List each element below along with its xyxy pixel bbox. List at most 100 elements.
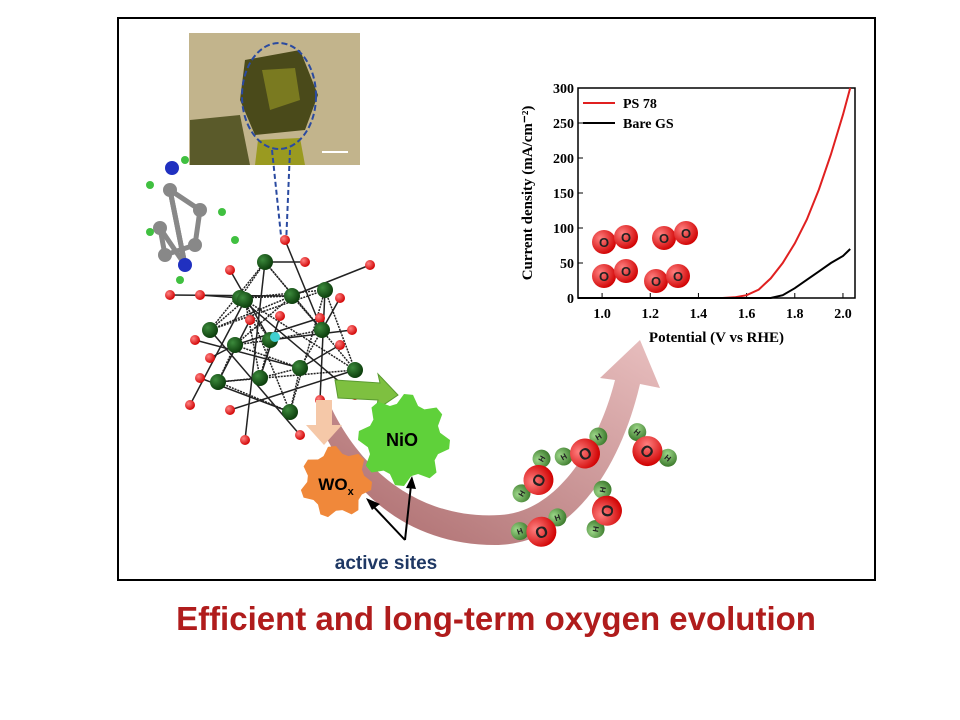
atom — [193, 203, 207, 217]
atom — [347, 362, 363, 378]
atom — [240, 435, 250, 445]
oxygen-label: O — [533, 523, 551, 543]
hydrogen-atom — [554, 447, 573, 466]
oxygen-atom — [526, 516, 557, 547]
oxygen-atom — [614, 259, 638, 283]
title: Efficient and long-term oxygen evolution — [176, 600, 816, 637]
atom — [210, 374, 226, 390]
oxygen-atom — [592, 230, 616, 254]
x-tick-label: 1.4 — [690, 307, 708, 322]
oxygen-label: O — [673, 269, 683, 284]
oxygen-label: O — [621, 230, 631, 245]
wox-base: WO — [318, 475, 347, 494]
hydrogen-label: H — [598, 486, 608, 493]
hydrogen-label: H — [559, 452, 569, 463]
bond — [239, 297, 271, 341]
bond — [319, 289, 326, 401]
atom — [231, 236, 239, 244]
atom — [178, 258, 192, 272]
wox-sub: x — [348, 486, 355, 498]
hydrogen-label: H — [591, 525, 601, 532]
small-arrow — [306, 400, 342, 445]
y-tick-label: 200 — [553, 152, 574, 167]
atom — [205, 353, 215, 363]
oxygen-atom — [644, 269, 668, 293]
oxygen-atom — [592, 264, 616, 288]
x-tick-label: 1.8 — [786, 307, 804, 322]
atom — [218, 208, 226, 216]
pointer-head — [366, 498, 380, 510]
y-tick-label: 100 — [553, 222, 574, 237]
bond — [194, 339, 301, 369]
oxygen-label: O — [681, 226, 691, 241]
annotation: active sites — [335, 553, 437, 574]
bond — [189, 299, 246, 406]
oxygen-atom — [652, 226, 676, 250]
oxygen-label: O — [599, 269, 609, 284]
wox-label: WOx — [318, 475, 354, 498]
y-tick-label: 250 — [553, 117, 574, 132]
atom — [146, 181, 154, 189]
atom — [270, 332, 280, 342]
y-tick-label: 150 — [553, 187, 574, 202]
bond — [157, 226, 188, 267]
hydrogen-label: H — [516, 526, 525, 537]
bond — [244, 299, 356, 371]
crystal-photo — [189, 33, 360, 165]
hydrogen-atom — [512, 484, 531, 503]
atom — [282, 404, 298, 420]
pointer — [404, 484, 412, 541]
evolution-arrow — [318, 340, 660, 545]
y-tick-label: 50 — [560, 257, 574, 272]
y-axis-label: Current density (mA/cm⁻²) — [520, 106, 536, 281]
x-tick-label: 2.0 — [834, 307, 852, 322]
bond — [169, 294, 293, 297]
x-tick-label: 1.2 — [642, 307, 660, 322]
atom — [365, 260, 375, 270]
frame — [117, 17, 876, 581]
pointer — [371, 504, 406, 541]
bond — [217, 369, 356, 383]
hydrogen-atom — [593, 480, 612, 499]
x-tick-label: 1.0 — [593, 307, 611, 322]
atom — [284, 288, 300, 304]
bond — [209, 289, 326, 331]
atom — [188, 238, 202, 252]
atom — [300, 257, 310, 267]
atom — [181, 156, 189, 164]
atom — [245, 315, 255, 325]
hydrogen-atom — [628, 423, 647, 442]
bond — [264, 261, 356, 371]
atom — [185, 400, 195, 410]
hydrogen-label: H — [632, 427, 642, 438]
oxygen-atom — [523, 465, 554, 495]
atom — [292, 360, 308, 376]
pointer-head — [406, 476, 416, 489]
oxygen-atom — [591, 495, 622, 526]
atom — [227, 337, 243, 353]
atom — [225, 265, 235, 275]
data-line — [578, 248, 851, 299]
bond — [289, 289, 326, 413]
oxygen-atom — [614, 225, 638, 249]
hydrogen-label: H — [553, 513, 562, 524]
atom — [163, 183, 177, 197]
atom — [225, 405, 235, 415]
oxygen-label: O — [651, 274, 661, 289]
oxygen-label: O — [621, 264, 631, 279]
atom — [153, 221, 167, 235]
legend-label: PS 78 — [623, 97, 657, 112]
atom — [165, 161, 179, 175]
gear — [358, 394, 450, 486]
hydrogen-atom — [586, 520, 605, 539]
water-molecule: HHO — [512, 449, 554, 503]
bond — [239, 297, 356, 396]
atom — [295, 430, 305, 440]
bond — [209, 295, 293, 331]
water-molecule: HHO — [628, 423, 677, 467]
oxygen-atom — [666, 264, 690, 288]
bond — [234, 317, 321, 346]
water-molecule: HHO — [586, 480, 622, 539]
hydrogen-label: H — [662, 453, 672, 464]
